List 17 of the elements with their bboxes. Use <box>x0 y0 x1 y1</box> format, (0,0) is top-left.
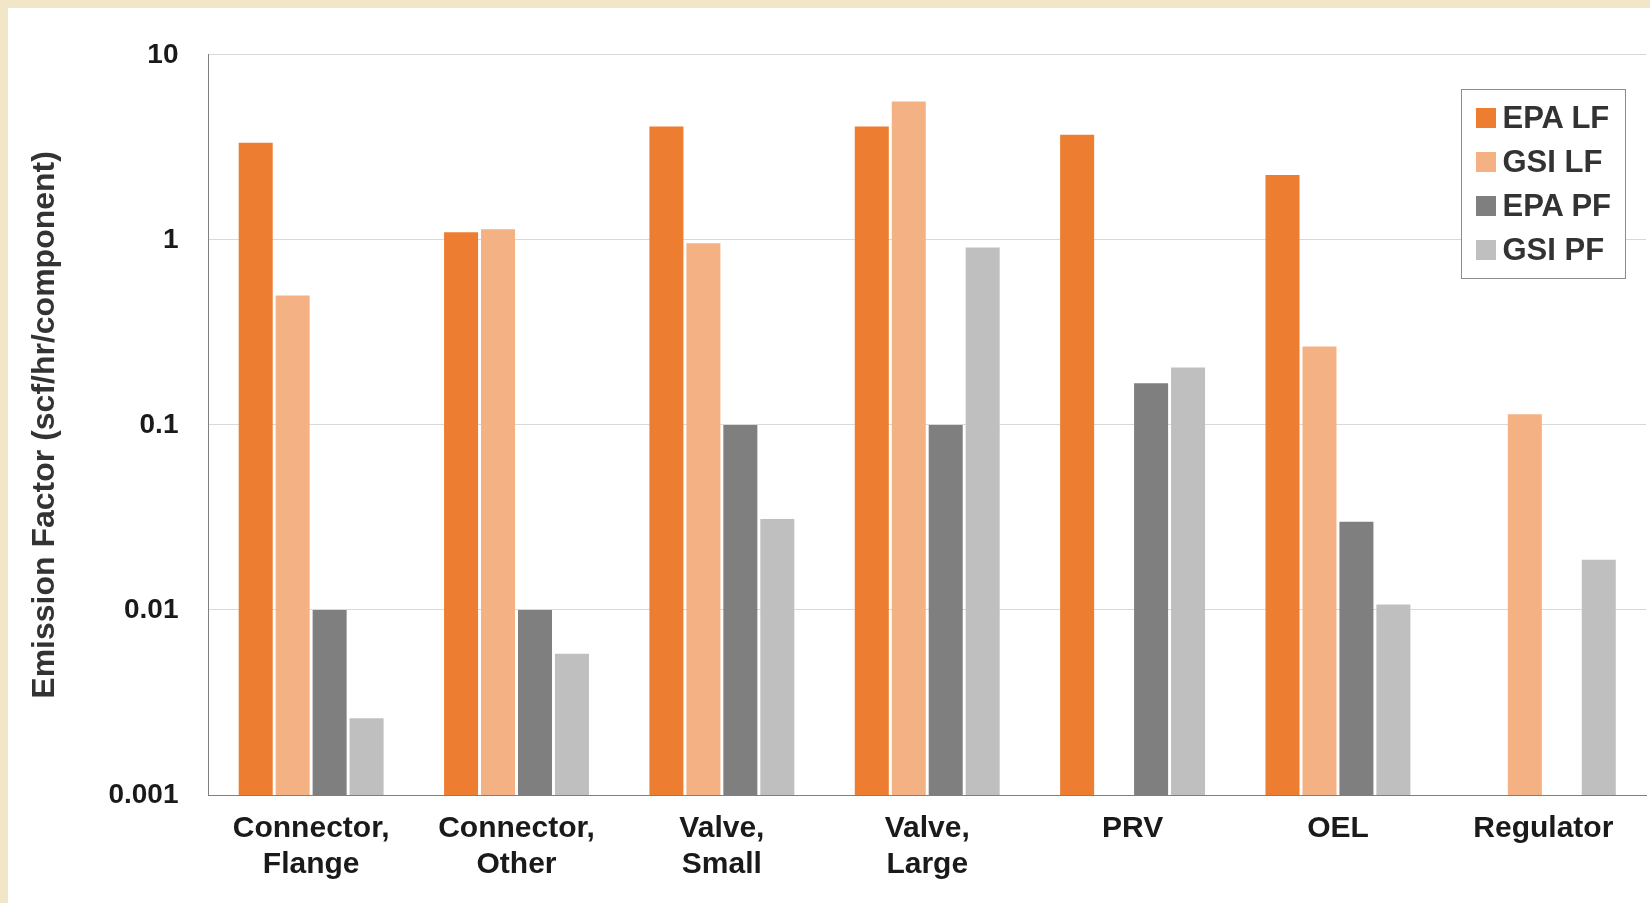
y-tick-label: 1 <box>162 222 179 254</box>
y-tick-label: 0.01 <box>123 592 179 624</box>
y-axis-title: Emission Factor (scf/hr/component) <box>25 151 62 699</box>
x-tick-label: Valve, Small <box>679 810 765 880</box>
legend-label: EPA LF <box>1502 99 1610 136</box>
y-tick-label: 0.001 <box>108 777 179 809</box>
x-tick-label: Regulator <box>1473 810 1614 844</box>
x-tick-label: Valve, Large <box>884 810 970 880</box>
x-tick-label: Connector, Flange <box>232 810 390 880</box>
x-tick-label: Connector, Other <box>438 810 595 880</box>
y-tick-label: 0.1 <box>139 407 179 439</box>
x-tick-label: PRV <box>1102 810 1164 844</box>
legend-label: GSI LF <box>1502 143 1603 180</box>
legend-label: GSI PF <box>1502 231 1605 268</box>
y-tick-label: 10 <box>147 37 179 69</box>
legend-label: EPA PF <box>1502 187 1611 224</box>
x-tick-label: OEL <box>1307 810 1369 844</box>
